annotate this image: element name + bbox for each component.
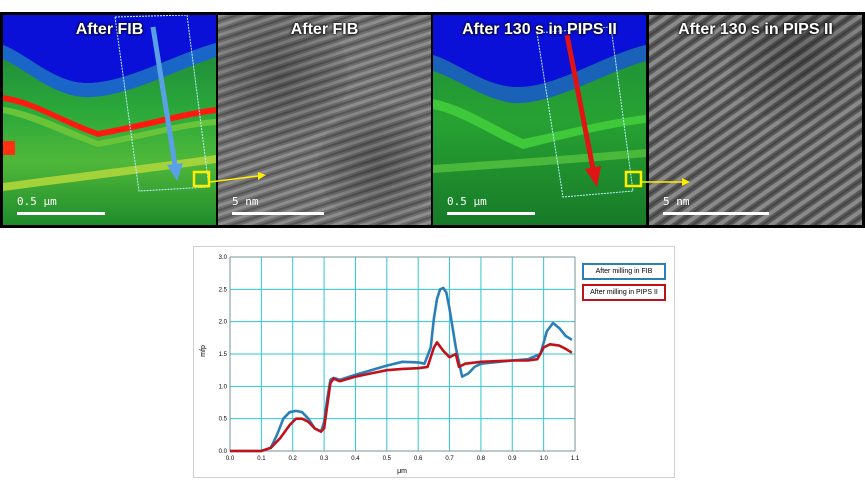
panel-title: After FIB — [290, 21, 359, 38]
x-tick-label: 0.5 — [383, 456, 392, 462]
panel-title: After FIB — [75, 21, 144, 38]
plot-area — [229, 256, 576, 452]
y-tick-label: 1.0 — [219, 384, 228, 390]
panel-pips-hrtem: After 130 s in PIPS II 5 nm — [649, 15, 862, 225]
x-tick-label: 0.9 — [508, 456, 517, 462]
scale-bar — [447, 212, 535, 215]
connector-arrowhead-fib — [258, 172, 266, 180]
scale-bar — [663, 212, 769, 215]
y-tick-label: 0.0 — [219, 449, 228, 455]
y-axis-label: mfp — [200, 345, 207, 357]
panel-fib-map: After FIB 0.5 μm — [3, 15, 216, 225]
scale-bar — [17, 212, 105, 215]
x-tick-label: 0.0 — [226, 456, 235, 462]
x-tick-label: 1.1 — [571, 456, 580, 462]
x-tick-label: 0.4 — [351, 456, 360, 462]
fib-map-image — [3, 15, 216, 225]
scale-label: 5 nm — [663, 195, 690, 208]
x-tick-label: 0.3 — [320, 456, 329, 462]
panel-title: After 130 s in PIPS II — [678, 21, 833, 38]
legend-item-pips: After milling in PIPS II — [582, 284, 666, 301]
chart-svg: 0.0 0.1 0.2 0.3 0.4 0.5 0.6 0.7 0.8 0.9 1.0 1.1 0.0 0… — [200, 255, 580, 475]
scale-bar — [232, 212, 324, 215]
mfp-chart: 0.0 0.1 0.2 0.3 0.4 0.5 0.6 0.7 0.8 0.9 1.0 1.1 0.0 0… — [193, 246, 675, 478]
x-tick-label: 0.8 — [477, 456, 486, 462]
y-tick-label: 2.0 — [219, 320, 228, 326]
x-tick-label: 0.2 — [289, 456, 298, 462]
y-tick-label: 3.0 — [219, 255, 228, 261]
scale-label: 0.5 μm — [447, 195, 487, 208]
connector-arrow-fib — [209, 175, 259, 183]
fib-hrtem-image — [218, 15, 431, 225]
y-tick-label: 2.5 — [219, 287, 228, 293]
panel-fib-hrtem: After FIB 5 nm — [218, 15, 431, 225]
panel-title: After 130 s in PIPS II — [462, 21, 617, 38]
micrograph-strip: After FIB 0.5 μm After FIB 5 nm — [0, 12, 865, 228]
panel-pips-map: After 130 s in PIPS II 0.5 μm — [433, 15, 646, 225]
pips-hrtem-image — [649, 15, 862, 225]
legend-item-fib: After milling in FIB — [582, 263, 666, 280]
x-tick-label: 0.7 — [445, 456, 454, 462]
pips-map-image — [433, 15, 646, 225]
x-tick-label: 0.1 — [257, 456, 266, 462]
scale-label: 5 nm — [232, 195, 259, 208]
y-tick-label: 1.5 — [219, 352, 228, 358]
scale-label: 0.5 μm — [17, 195, 57, 208]
x-tick-label: 1.0 — [539, 456, 548, 462]
x-tick-label: 0.6 — [414, 456, 423, 462]
series-line-pips — [230, 341, 573, 453]
y-tick-label: 0.5 — [219, 417, 228, 423]
connector-arrows — [209, 172, 690, 186]
x-axis-label: μm — [397, 468, 407, 475]
connector-arrowhead-pips — [682, 178, 690, 186]
